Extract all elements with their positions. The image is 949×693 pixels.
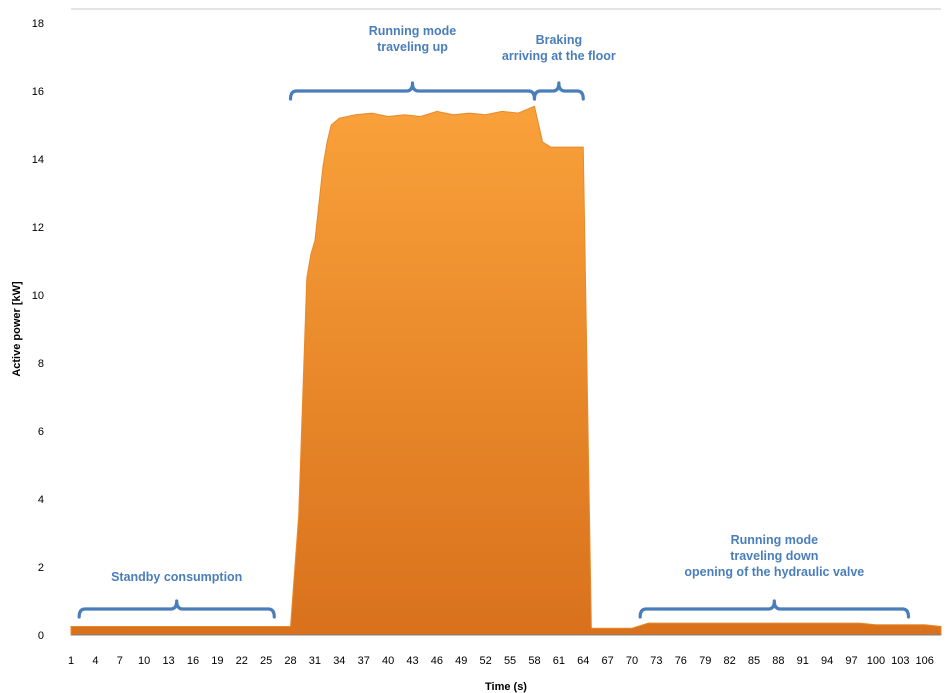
- x-tick-label: 19: [211, 655, 223, 667]
- x-tick-label: 7: [117, 655, 123, 667]
- annotation-label: arriving at the floor: [502, 49, 616, 63]
- x-tick-label: 88: [772, 655, 784, 667]
- y-tick-label: 12: [32, 222, 44, 234]
- x-tick-label: 31: [309, 655, 321, 667]
- y-tick-labels: 0 2 4 6 8 10 12 14 16 18: [32, 18, 44, 642]
- x-tick-label: 40: [382, 655, 394, 667]
- x-tick-label: 4: [92, 655, 98, 667]
- annotation-label: Standby consumption: [111, 570, 242, 584]
- annotation-label: opening of the hydraulic valve: [684, 565, 864, 579]
- annotation-label: traveling up: [377, 40, 448, 54]
- y-tick-label: 8: [38, 358, 44, 370]
- area-series-0: [70, 105, 942, 636]
- y-tick-label: 4: [38, 494, 44, 506]
- x-axis-title: Time (s): [485, 681, 527, 693]
- x-tick-label: 49: [455, 655, 467, 667]
- x-tick-label: 70: [626, 655, 638, 667]
- x-tick-label: 106: [916, 655, 934, 667]
- x-tick-label: 91: [797, 655, 809, 667]
- x-tick-label: 103: [891, 655, 909, 667]
- annotation-brace: [532, 81, 585, 101]
- y-tick-label: 2: [38, 562, 44, 574]
- x-tick-label: 37: [358, 655, 370, 667]
- x-tick-label: 55: [504, 655, 516, 667]
- x-tick-label: 73: [650, 655, 662, 667]
- y-tick-label: 10: [32, 290, 44, 302]
- x-tick-label: 64: [577, 655, 589, 667]
- y-tick-label: 14: [32, 154, 44, 166]
- x-tick-label: 97: [845, 655, 857, 667]
- x-tick-label: 76: [675, 655, 687, 667]
- x-tick-label: 100: [867, 655, 885, 667]
- x-tick-label: 61: [553, 655, 565, 667]
- x-tick-label: 16: [187, 655, 199, 667]
- x-tick-labels: 1 4 7 10 13 16 19 22 25 28 31 34 37 40 43 46 49 52 55 58 61 6…: [68, 655, 934, 667]
- annotation-label: Running mode: [369, 24, 457, 38]
- x-tick-label: 85: [748, 655, 760, 667]
- x-tick-label: 82: [723, 655, 735, 667]
- y-tick-label: 16: [32, 86, 44, 98]
- annotation-brace: [288, 81, 537, 101]
- x-tick-label: 58: [528, 655, 540, 667]
- x-tick-label: 52: [480, 655, 492, 667]
- x-tick-label: 10: [138, 655, 150, 667]
- annotation-brace: [77, 599, 276, 619]
- x-tick-label: 13: [162, 655, 174, 667]
- x-tick-label: 94: [821, 655, 833, 667]
- annotation-brace: [638, 599, 911, 619]
- annotation-label: traveling down: [730, 549, 818, 563]
- x-tick-label: 79: [699, 655, 711, 667]
- x-tick-label: 34: [333, 655, 345, 667]
- x-tick-label: 22: [236, 655, 248, 667]
- x-tick-label: 43: [406, 655, 418, 667]
- x-tick-label: 28: [284, 655, 296, 667]
- x-tick-label: 25: [260, 655, 272, 667]
- y-tick-label: 6: [38, 426, 44, 438]
- x-tick-label: 1: [68, 655, 74, 667]
- x-tick-label: 67: [602, 655, 614, 667]
- annotation-label: Running mode: [731, 533, 819, 547]
- annotations: Standby consumption Running mode traveling…: [77, 24, 911, 619]
- y-tick-label: 18: [32, 18, 44, 30]
- x-tick-label: 46: [431, 655, 443, 667]
- annotation-label: Braking: [536, 33, 583, 47]
- plot-area: [70, 105, 942, 636]
- y-tick-label: 0: [38, 630, 44, 642]
- y-axis-title: Active power [kW]: [11, 281, 23, 377]
